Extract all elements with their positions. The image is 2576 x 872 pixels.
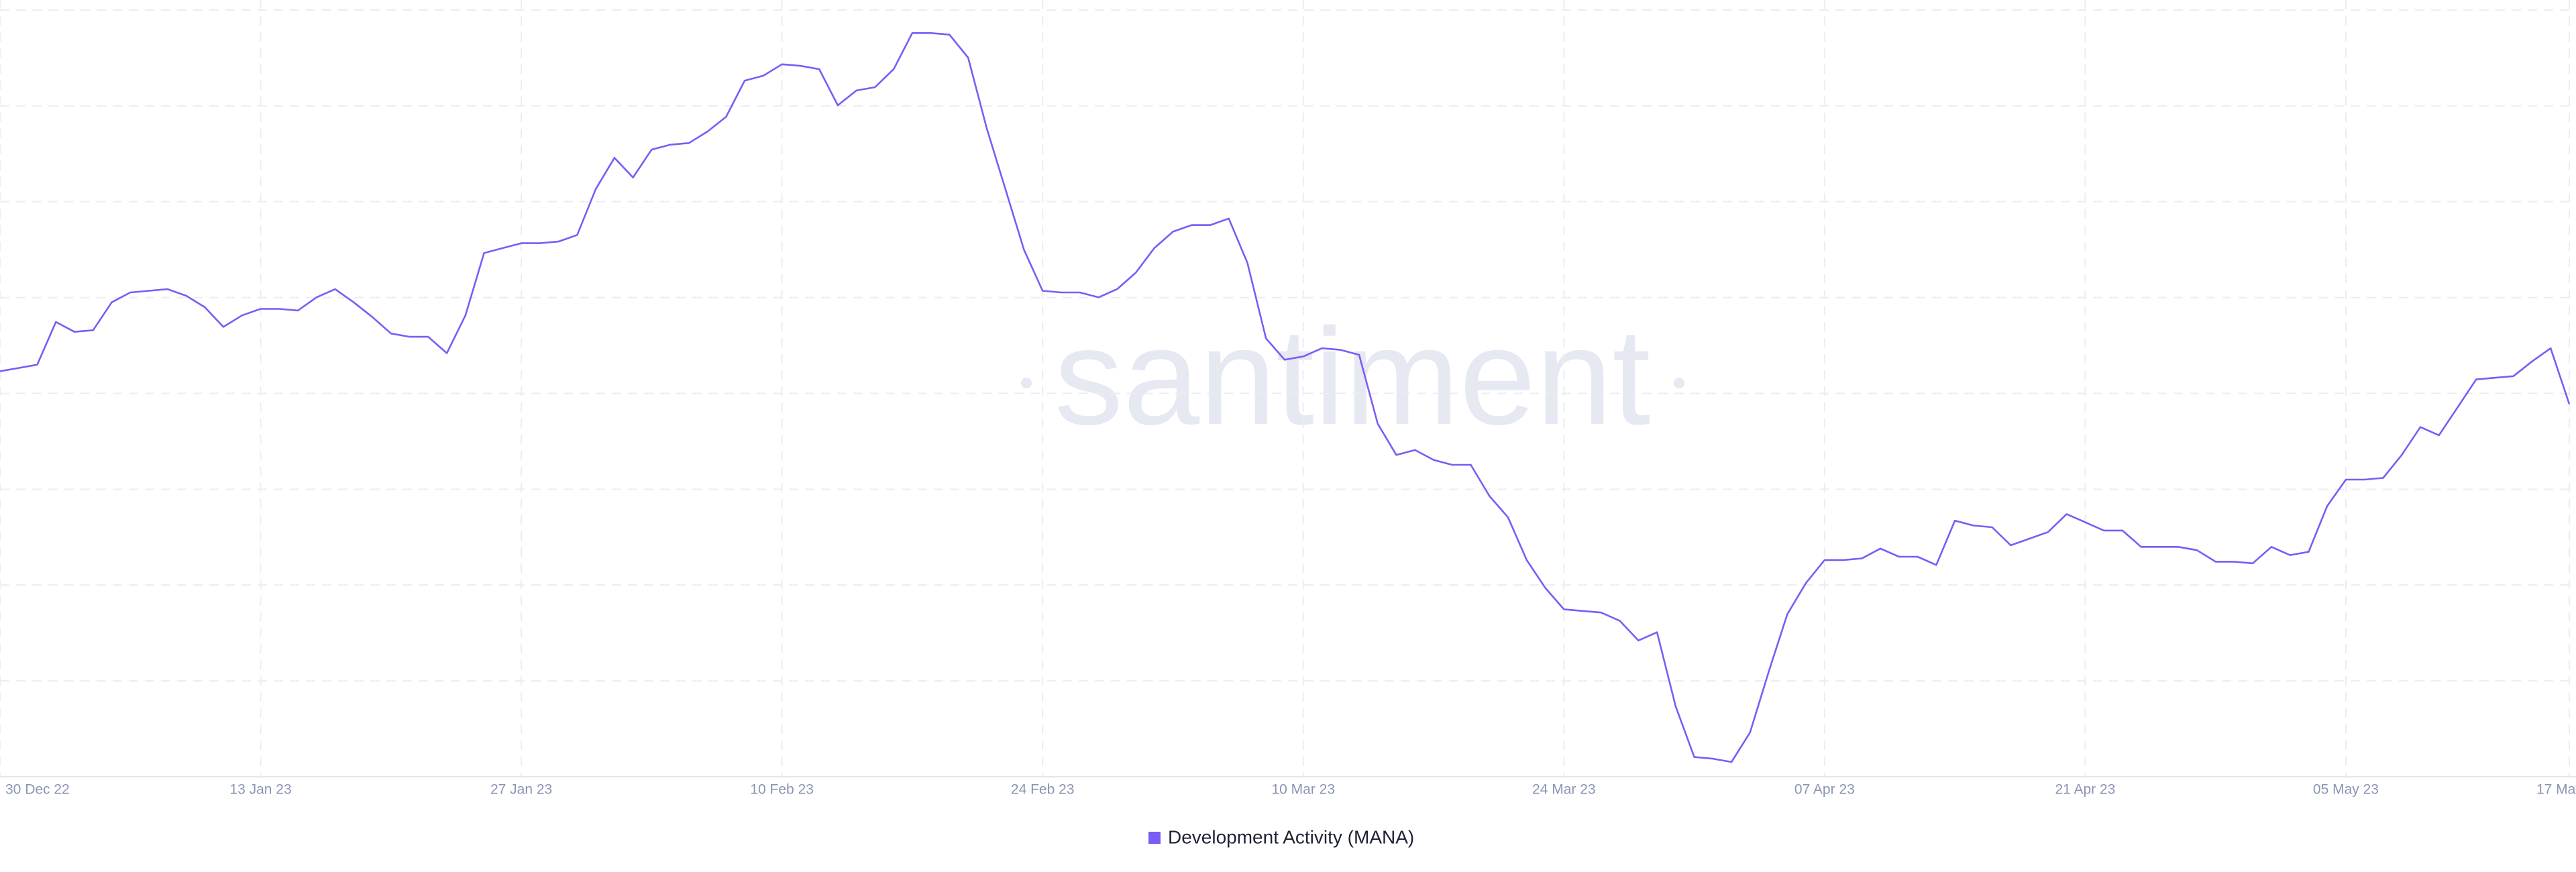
x-axis: 30 Dec 22 13 Jan 23 27 Jan 23 10 Feb 23 24 F… — [5, 782, 2576, 798]
x-tick-label: 30 Dec 22 — [5, 782, 70, 798]
x-tick-label: 07 Apr 23 — [1794, 782, 1855, 798]
legend-swatch — [1148, 832, 1161, 844]
watermark-dot — [1674, 378, 1684, 388]
x-tick-label: 24 Mar 23 — [1532, 782, 1596, 798]
watermark: santiment — [1055, 300, 1651, 453]
x-tick-label: 21 Apr 23 — [2055, 782, 2115, 798]
x-tick-label: 13 Jan 23 — [229, 782, 291, 798]
x-tick-label: 10 Feb 23 — [750, 782, 814, 798]
watermark-group: santiment — [1021, 300, 1684, 453]
x-tick-label: 10 Mar 23 — [1271, 782, 1335, 798]
grid — [0, 0, 2576, 777]
x-tick-label: 17 May 23 — [2536, 782, 2576, 798]
data-line — [0, 32, 2571, 763]
x-tick-label: 24 Feb 23 — [1011, 782, 1075, 798]
plot — [0, 32, 2571, 763]
x-tick-label: 27 Jan 23 — [490, 782, 552, 798]
legend-label: Development Activity (MANA) — [1168, 826, 1414, 847]
x-tick-label: 05 May 23 — [2313, 782, 2379, 798]
legend: Development Activity (MANA) — [1148, 826, 1414, 847]
watermark-dot — [1021, 378, 1032, 388]
